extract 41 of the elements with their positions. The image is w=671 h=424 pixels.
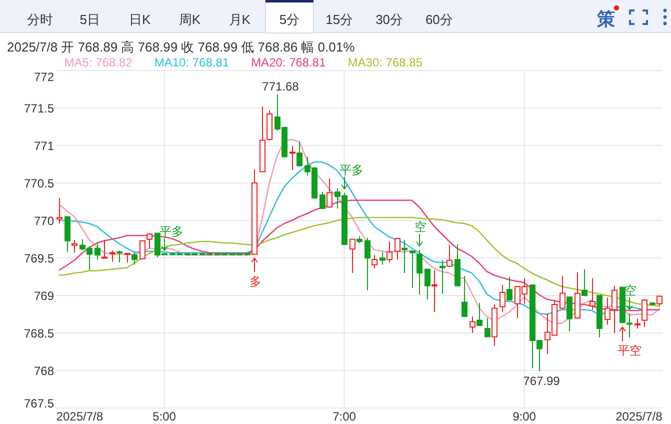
legend: MA5: 768.82 MA10: 768.81 MA20: 768.81 MA30: 768.85	[64, 56, 422, 70]
chart-subtitle: 2025/7/8 开 768.89 高 768.99 收 768.99 低 768.86 幅 0.01%	[7, 40, 356, 54]
text: 策	[596, 9, 615, 29]
text: 60分	[425, 12, 453, 27]
x-tick-label: 9:00	[512, 410, 536, 424]
y-tick-label: 769.5	[24, 251, 54, 266]
text: 5日	[80, 12, 100, 27]
y-tick-label: 771	[34, 138, 54, 153]
signal: 空	[414, 220, 426, 247]
x-tick-label: 7:00	[332, 410, 356, 424]
text: 月K	[228, 12, 251, 27]
x-tick-label: 5:00	[152, 410, 176, 424]
annotation: 767.99	[523, 374, 560, 388]
text: 15分	[326, 12, 354, 27]
signal: 多	[250, 257, 262, 288]
y-tick-label: 771.5	[24, 101, 54, 116]
x-tick-label: 2025/7/8	[56, 410, 104, 424]
signal: 平多	[160, 224, 184, 252]
text: 30分	[376, 12, 404, 27]
annotation: 771.68	[262, 80, 300, 94]
y-tick-label: 769	[34, 288, 54, 303]
annotation: 空	[414, 220, 426, 234]
signal: 空	[624, 284, 636, 310]
y-tick-label: 770.5	[24, 176, 54, 190]
y-tick-label: 770	[34, 214, 54, 228]
annotation: 多	[250, 274, 262, 288]
x-tick-label: 2025/7/8	[616, 410, 663, 424]
text: 5分	[279, 12, 300, 27]
y-tick-label: 768.5	[24, 326, 54, 340]
signal: 平多	[340, 162, 364, 190]
text: 周K	[178, 12, 201, 27]
annotation: 平多	[340, 162, 364, 177]
y-tick-label: 772	[34, 70, 54, 84]
annotation: 平多	[160, 224, 184, 238]
annotation: 空	[624, 284, 636, 298]
signal: 平空	[618, 326, 642, 358]
text: 分时	[27, 12, 53, 27]
text: 日K	[128, 12, 151, 27]
y-tick-label: 768	[34, 364, 54, 378]
y-tick-label: 767.5	[24, 396, 54, 410]
annotation: 平空	[618, 343, 642, 358]
